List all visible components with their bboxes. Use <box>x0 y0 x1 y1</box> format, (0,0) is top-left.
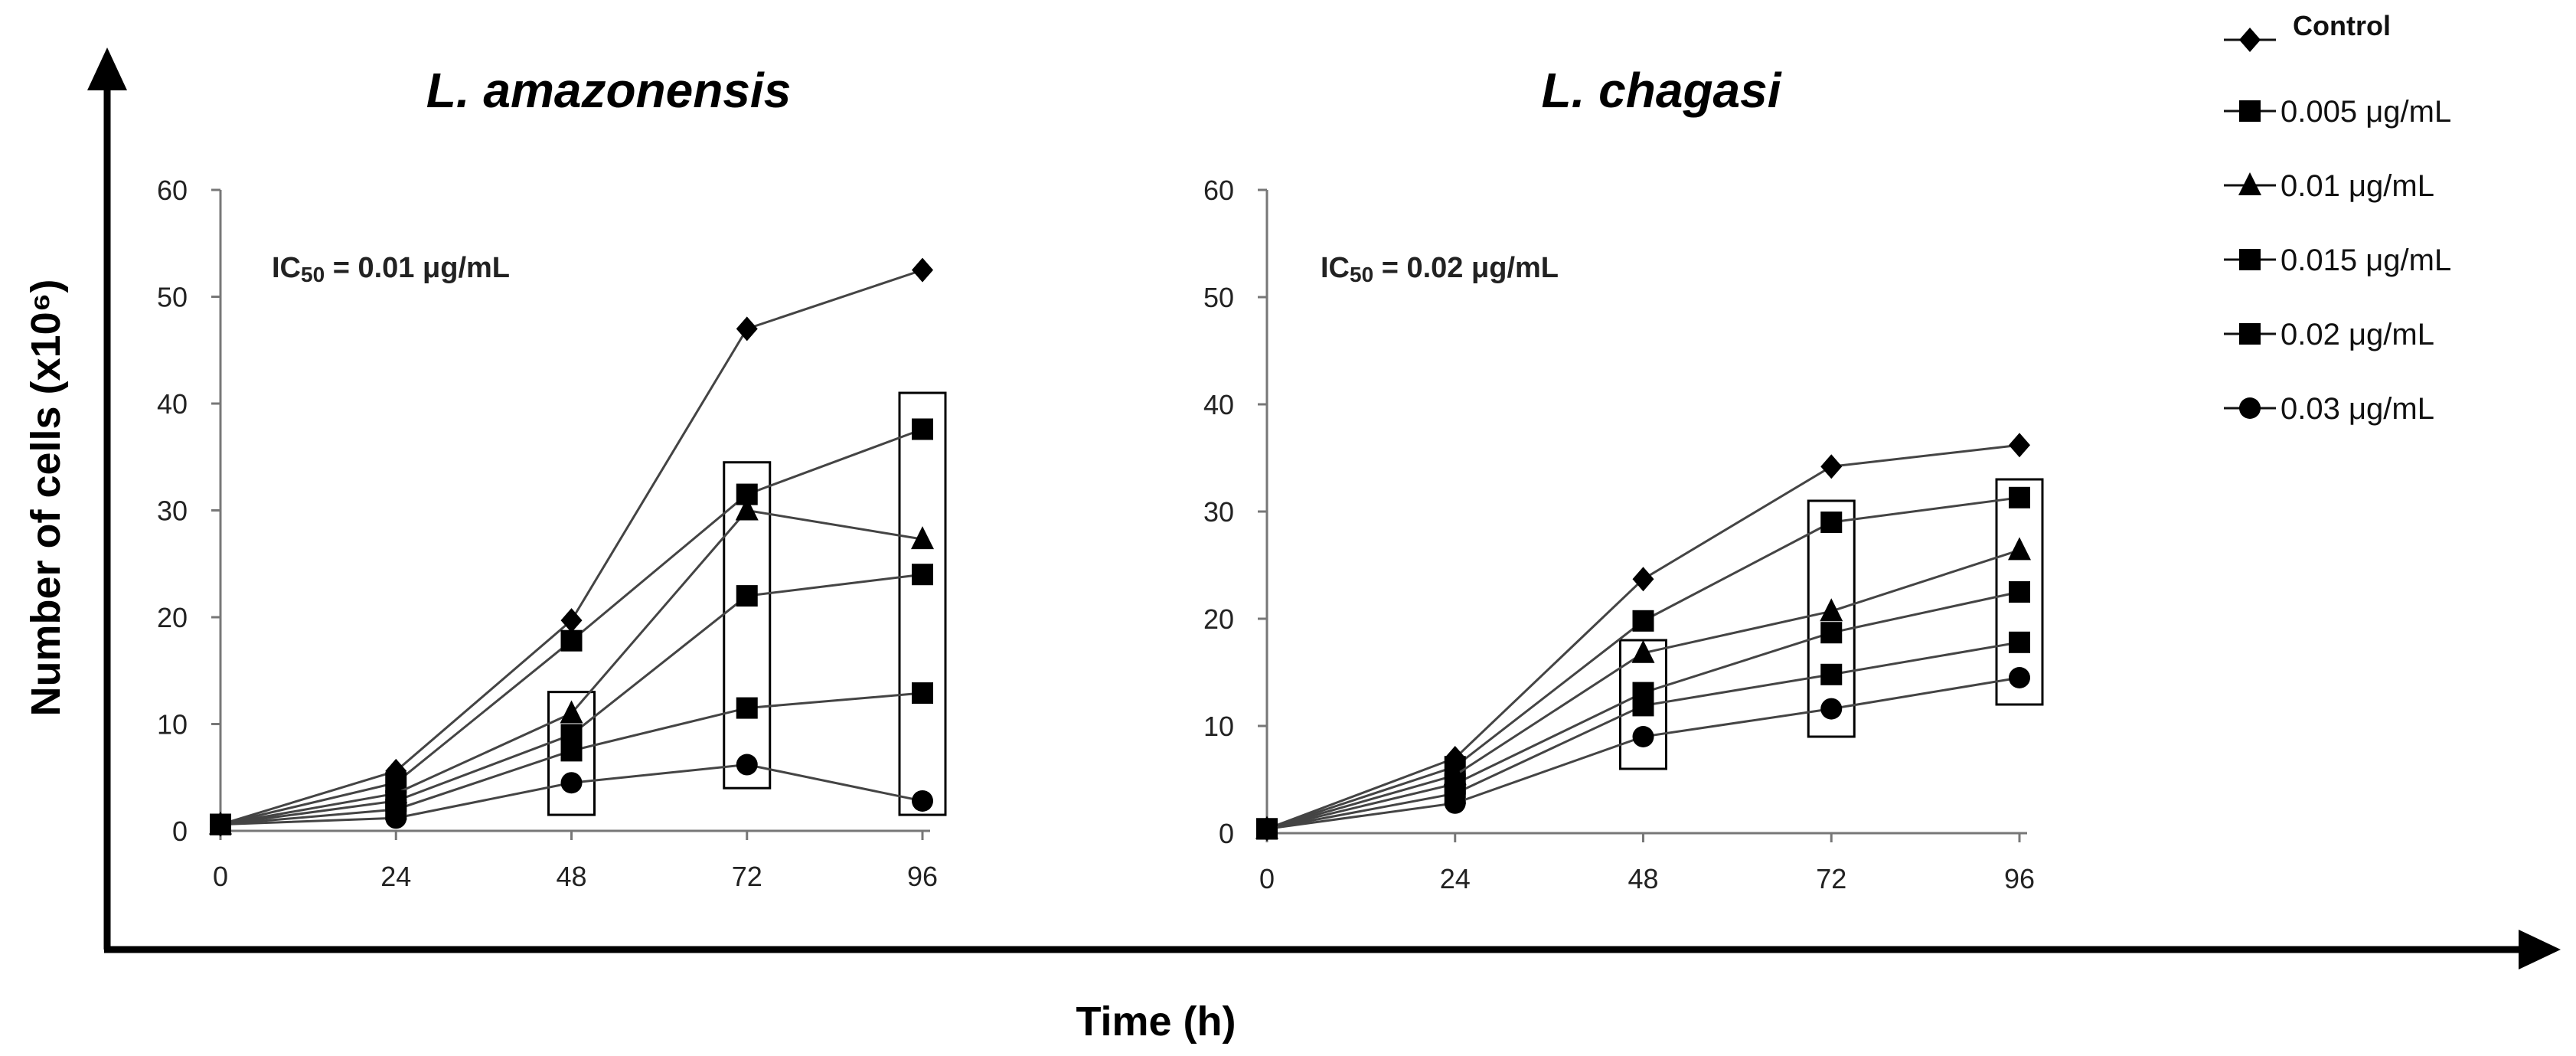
y-tick-label: 60 <box>157 175 188 206</box>
data-point <box>1444 792 1466 814</box>
y-tick-label: 60 <box>1203 175 1234 206</box>
x-tick-label: 48 <box>1628 863 1658 894</box>
x-tick-label: 24 <box>380 861 411 892</box>
x-tick-label: 0 <box>213 861 228 892</box>
data-point <box>560 772 583 794</box>
data-point <box>2009 581 2030 603</box>
data-point <box>912 682 933 705</box>
x-tick-label: 0 <box>1259 863 1275 894</box>
data-point <box>1631 639 1655 663</box>
panel-l-chagasi: L. chagasi IC50 = 0.02 μg/mL 0 10 20 30 40 50 60… <box>1203 63 2044 894</box>
data-point <box>912 257 933 283</box>
panel-title: L. amazonensis <box>426 63 792 118</box>
data-point <box>736 754 758 776</box>
series-line <box>1266 443 2020 830</box>
data-point <box>560 740 583 762</box>
data-point <box>912 790 933 812</box>
data-point <box>2009 486 2030 508</box>
data-point <box>1820 598 1843 622</box>
series-line <box>1266 496 2020 830</box>
panel-l-amazonensis: L. amazonensis IC50 = 0.01 μg/mL 0 10 20 30 40… <box>157 63 947 892</box>
x-axis-label: Time (h) <box>1076 999 1236 1045</box>
highlight-box <box>1995 478 2044 706</box>
data-point <box>210 813 231 835</box>
x-tick-label: 96 <box>907 861 938 892</box>
y-tick-label: 30 <box>157 495 188 527</box>
legend-label: 0.03 μg/mL <box>2281 392 2434 426</box>
outer-y-axis-arrow <box>87 47 127 90</box>
legend-label: 0.01 μg/mL <box>2281 169 2434 203</box>
y-tick-label: 20 <box>1203 603 1234 635</box>
data-point <box>912 564 933 586</box>
data-point <box>911 526 934 550</box>
ic50-annotation: IC50 = 0.01 μg/mL <box>272 252 510 286</box>
y-tick-label: 10 <box>1203 711 1234 742</box>
y-tick-label: 40 <box>157 388 188 420</box>
x-tick-label: 96 <box>2004 863 2035 894</box>
legend-marker <box>2239 28 2261 52</box>
x-tick-label: 72 <box>732 861 762 892</box>
legend-marker <box>2239 100 2261 122</box>
y-tick-label: 0 <box>1219 818 1234 849</box>
y-tick-label: 0 <box>172 816 188 847</box>
data-point <box>912 418 933 440</box>
outer-x-axis-arrow <box>2519 930 2561 969</box>
data-point <box>1820 454 1843 479</box>
x-tick-label: 24 <box>1440 863 1471 894</box>
data-point <box>560 629 583 652</box>
data-point <box>2009 433 2030 458</box>
legend-marker <box>2239 323 2261 345</box>
y-tick-label: 40 <box>1203 389 1234 420</box>
data-point <box>560 700 583 724</box>
data-point <box>736 697 758 719</box>
highlight-box <box>1807 499 1856 738</box>
legend-label: 0.02 μg/mL <box>2281 318 2434 351</box>
legend-marker <box>2238 172 2261 195</box>
highlight-box <box>898 391 947 816</box>
legend-label: Control <box>2293 10 2391 41</box>
data-point <box>385 807 407 829</box>
highlight-box <box>547 691 596 816</box>
data-point <box>1632 610 1654 632</box>
data-point <box>2009 631 2030 653</box>
y-tick-label: 20 <box>157 602 188 633</box>
y-tick-label: 10 <box>157 709 188 741</box>
data-point <box>1632 567 1654 592</box>
y-axis-label: Number of cells (x10⁶) <box>23 279 69 716</box>
data-point <box>560 608 583 633</box>
data-point <box>1256 818 1278 840</box>
legend-label: 0.005 μg/mL <box>2281 95 2451 129</box>
data-point <box>2008 537 2031 561</box>
data-point <box>1632 726 1654 747</box>
legend-marker <box>2239 397 2261 419</box>
highlight-box <box>723 461 772 790</box>
data-point <box>1820 622 1843 644</box>
legend: Control 0.005 μg/mL 0.01 μg/mL 0.015 μg/mL 0… <box>2224 10 2451 426</box>
panel-title: L. chagasi <box>1542 63 1782 118</box>
data-point <box>1820 698 1843 720</box>
data-point <box>735 497 759 521</box>
y-tick-label: 50 <box>1203 282 1234 313</box>
legend-label: 0.015 μg/mL <box>2281 244 2451 277</box>
x-tick-label: 48 <box>556 861 586 892</box>
legend-marker <box>2239 249 2261 270</box>
ic50-annotation: IC50 = 0.02 μg/mL <box>1321 252 1559 286</box>
y-tick-label: 50 <box>157 282 188 313</box>
data-point <box>2009 667 2030 688</box>
data-point <box>1820 512 1843 533</box>
data-point <box>736 316 758 342</box>
x-tick-label: 72 <box>1816 863 1846 894</box>
data-point <box>736 585 758 607</box>
data-point <box>1820 663 1843 685</box>
data-point <box>1632 695 1654 717</box>
y-tick-label: 30 <box>1203 496 1234 528</box>
